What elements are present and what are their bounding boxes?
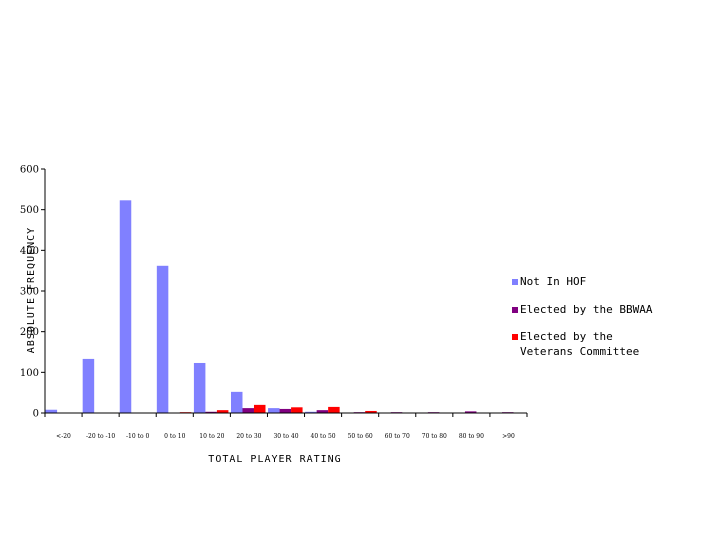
x-tick-label: <-20 (56, 433, 71, 440)
x-tick-label: 40 to 50 (311, 433, 336, 440)
x-tick-label: 80 to 90 (459, 433, 484, 440)
y-tick-label: 600 (20, 165, 39, 176)
y-tick-label: 300 (20, 287, 39, 298)
x-tick-label: 50 to 60 (348, 433, 373, 440)
x-tick-label: 60 to 70 (385, 433, 410, 440)
legend-swatch-not-in-hof (512, 279, 518, 285)
y-tick-label: 500 (20, 205, 39, 216)
y-axis-title: ABSOLUTE FREQUENCY (26, 227, 37, 353)
bar (242, 408, 254, 413)
bar (205, 411, 217, 413)
y-tick-label: 400 (20, 246, 39, 257)
legend-label-veterans-committee: Elected by the Veterans Committee (520, 330, 640, 358)
bar (119, 200, 132, 413)
bar (279, 408, 292, 413)
legend-swatch-bbwaa (512, 307, 518, 313)
x-tick-label: 70 to 80 (422, 433, 447, 440)
bar (216, 410, 229, 413)
bar (82, 358, 95, 413)
bar (45, 409, 58, 413)
y-tick-label: 100 (20, 368, 39, 379)
y-tick-label: 200 (20, 327, 39, 338)
plot-area: 0 100 200 300 400 500 600 <-20 -20 to -10 -10 to … (20, 165, 528, 440)
bar (193, 362, 206, 413)
x-tick-label: >90 (502, 433, 515, 440)
bar (253, 404, 266, 413)
bar (268, 408, 280, 413)
legend-label-not-in-hof: Not In HOF (520, 275, 587, 288)
bar (291, 407, 303, 413)
legend-item-veterans-committee: Elected by the Veterans Committee (512, 329, 639, 359)
bar (305, 411, 317, 413)
y-tick-label: 0 (33, 409, 39, 420)
bar (328, 406, 340, 413)
legend-item-not-in-hof: Not In HOF (512, 274, 586, 289)
bar (230, 391, 243, 413)
legend-item-bbwaa: Elected by the BBWAA (512, 302, 652, 317)
x-tick-label: 0 to 10 (164, 433, 185, 440)
legend-swatch-veterans-committee (512, 334, 518, 340)
bar (316, 410, 329, 413)
x-axis-title: TOTAL PLAYER RATING (208, 454, 341, 465)
x-tick-label: 10 to 20 (199, 433, 224, 440)
legend-label-bbwaa: Elected by the BBWAA (520, 303, 653, 316)
x-tick-label: -10 to 0 (126, 433, 150, 440)
x-tick-label: 30 to 40 (273, 433, 298, 440)
x-tick-label: -20 to -10 (86, 433, 115, 440)
x-tick-label: 20 to 30 (236, 433, 261, 440)
bar (464, 411, 477, 413)
bar (156, 265, 169, 413)
bar (365, 410, 377, 413)
